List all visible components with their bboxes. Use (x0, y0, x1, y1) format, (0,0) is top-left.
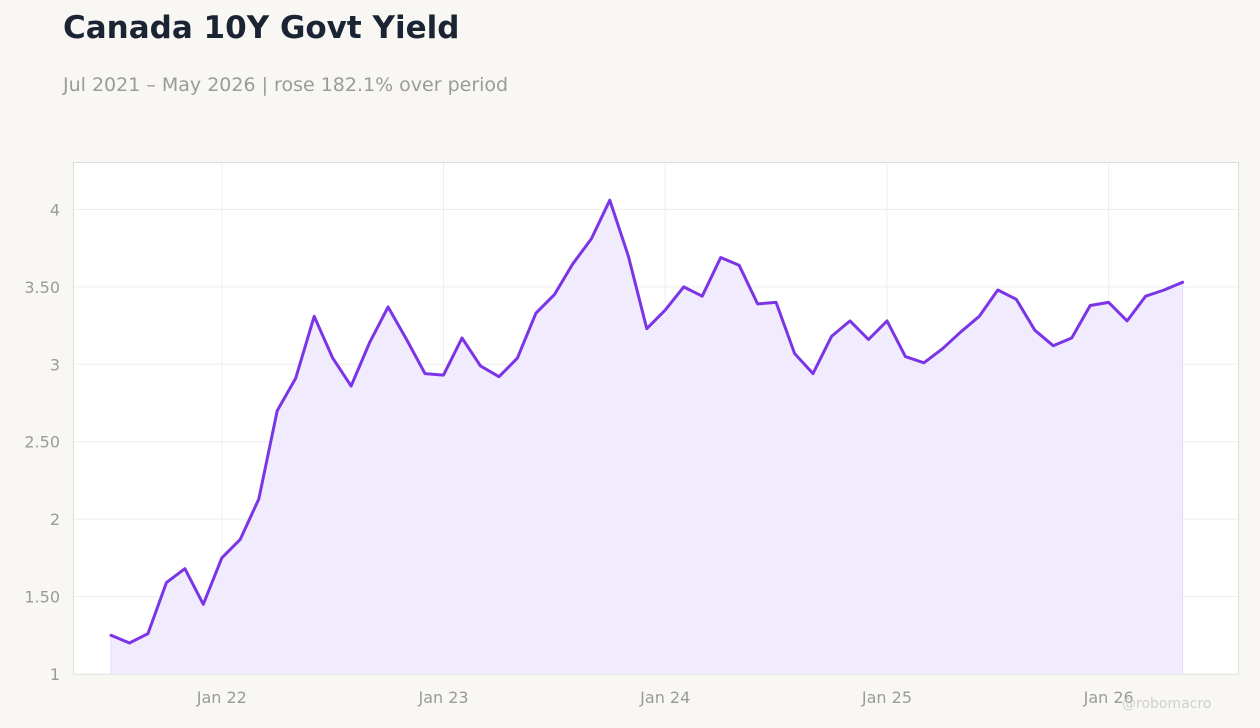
watermark: @robomacro (1122, 696, 1212, 712)
series-line (109, 198, 1185, 645)
x-axis: Jan 22 Jan 23 Jan 24 Jan 25 Jan 26 (196, 688, 1134, 707)
x-tick-label: Jan 24 (639, 688, 690, 707)
x-tick-label: Jan 23 (417, 688, 468, 707)
y-axis: 1 1.50 2 2.50 3 3.50 4 (24, 200, 60, 684)
chart-subtitle: Jul 2021 – May 2026 | rose 182.1% over p… (63, 74, 509, 96)
y-tick-label: 3.50 (24, 278, 60, 297)
x-tick-label: Jan 25 (861, 688, 912, 707)
chart-title: Canada 10Y Govt Yield (63, 10, 460, 46)
y-tick-label: 1.50 (24, 588, 60, 607)
series-area (110, 200, 1184, 674)
area-fill (111, 200, 1183, 674)
x-tick-label: Jan 26 (1083, 688, 1134, 707)
data-line (109, 198, 1185, 645)
y-tick-label: 2.50 (24, 433, 60, 452)
y-tick-label: 1 (50, 665, 60, 684)
x-tick-label: Jan 22 (196, 688, 247, 707)
y-tick-label: 3 (50, 355, 60, 374)
y-tick-label: 4 (50, 200, 60, 219)
y-tick-label: 2 (50, 510, 60, 529)
